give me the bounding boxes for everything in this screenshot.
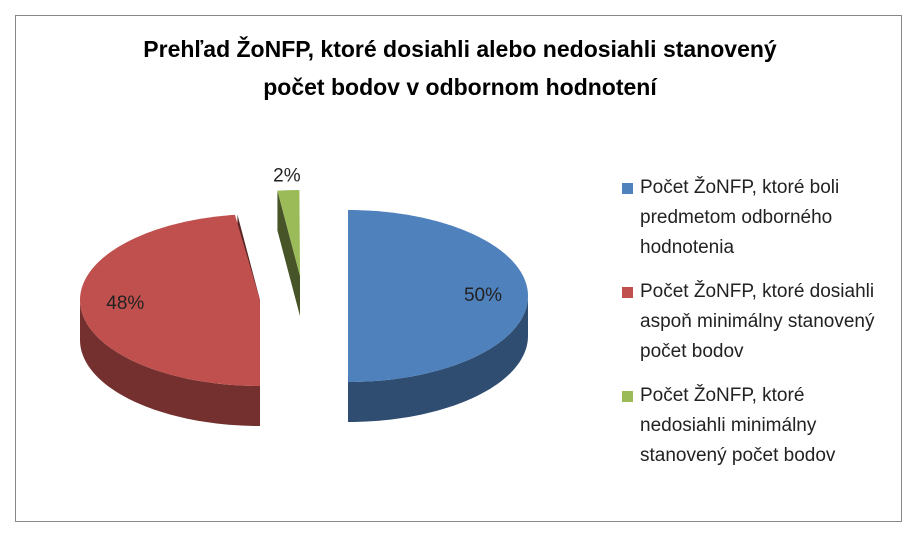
chart-title: Prehľad ŽoNFP, ktoré dosiahli alebo nedo… [143, 36, 777, 100]
slice-face [277, 190, 300, 316]
data-label: 48% [106, 293, 144, 314]
legend-swatch [622, 287, 633, 298]
legend-label: Počet ŽoNFP, ktoré nedosiahli minimálny … [640, 385, 836, 466]
pie-slice: 50% [348, 210, 528, 422]
legend-item: Počet ŽoNFP, ktoré dosiahli aspoň minimá… [620, 277, 880, 367]
legend: Počet ŽoNFP, ktoré boli predmetom odborn… [620, 173, 900, 485]
pie-slice: 2% [273, 165, 301, 316]
slice-top [348, 210, 528, 382]
legend-item: Počet ŽoNFP, ktoré boli predmetom odborn… [620, 173, 880, 263]
slice-top [80, 214, 260, 386]
data-label: 2% [273, 165, 301, 186]
legend-swatch [622, 183, 633, 194]
data-label: 50% [464, 285, 502, 306]
slice-side [80, 300, 260, 426]
legend-item: Počet ŽoNFP, ktoré nedosiahli minimálny … [620, 381, 880, 471]
pie-slice: 48% [80, 214, 260, 426]
slice-side [348, 296, 528, 422]
slice-top [277, 190, 300, 276]
legend-swatch [622, 391, 633, 402]
legend-label: Počet ŽoNFP, ktoré boli predmetom odborn… [640, 177, 840, 258]
pie-area: 2% 48% 50% [80, 165, 528, 426]
legend-label: Počet ŽoNFP, ktoré dosiahli aspoň minimá… [640, 281, 875, 362]
chart-frame [15, 15, 902, 522]
